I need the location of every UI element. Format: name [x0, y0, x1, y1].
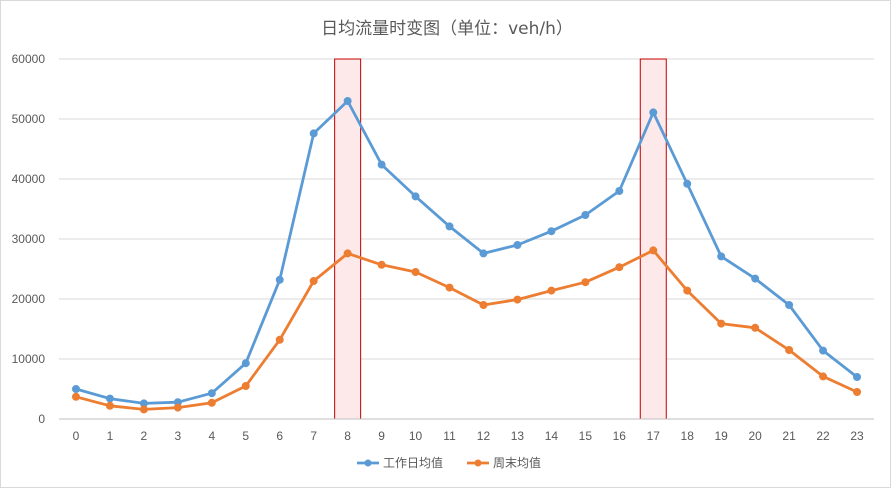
x-tick-label: 17: [647, 429, 661, 443]
x-tick-label: 1: [107, 429, 114, 443]
data-point: [615, 263, 624, 272]
x-tick-label: 8: [344, 429, 351, 443]
highlight-boxes: [334, 58, 667, 420]
data-point: [207, 389, 216, 398]
x-tick-label: 7: [310, 429, 317, 443]
data-point: [377, 260, 386, 269]
data-point: [649, 108, 658, 117]
chart-title: 日均流量时变图（单位：veh/h）: [321, 19, 573, 39]
y-tick-label: 40000: [12, 172, 46, 186]
data-point: [581, 211, 590, 219]
highlight-box-17: [639, 58, 667, 420]
data-point: [241, 359, 250, 368]
legend-label-2: 周末均值: [493, 455, 541, 470]
data-point: [717, 252, 726, 261]
x-tick-label: 22: [816, 429, 830, 443]
legend-label-1: 工作日均值: [383, 455, 443, 470]
x-tick-label: 18: [681, 429, 695, 443]
x-tick-label: 13: [511, 429, 525, 443]
data-point: [411, 268, 420, 276]
data-point: [207, 398, 216, 407]
data-point: [615, 187, 624, 195]
data-point: [479, 301, 488, 309]
x-tick-label: 16: [613, 429, 627, 443]
highlight-box-8: [334, 58, 362, 420]
series-line-2: [75, 248, 858, 411]
data-point: [785, 301, 794, 309]
data-point: [173, 403, 182, 412]
data-point: [105, 394, 114, 403]
data-point: [71, 392, 80, 401]
data-point: [751, 323, 760, 332]
data-point: [71, 385, 80, 393]
data-point: [547, 227, 556, 236]
data-point: [445, 222, 454, 231]
data-point: [479, 249, 488, 258]
data-point: [547, 286, 556, 295]
x-tick-label: 5: [242, 429, 249, 443]
x-tick-label: 3: [175, 429, 182, 443]
series-line-1: [75, 99, 858, 405]
x-tick-label: 20: [748, 429, 762, 443]
data-point: [683, 286, 692, 295]
data-point: [139, 405, 148, 414]
data-point: [105, 401, 114, 410]
data-point: [819, 372, 828, 381]
series: [71, 97, 862, 414]
data-point: [853, 373, 862, 381]
x-tick-label: 15: [579, 429, 593, 443]
data-point: [309, 129, 318, 138]
data-point: [683, 179, 692, 188]
data-point: [275, 335, 284, 344]
data-point: [751, 274, 760, 283]
y-tick-label: 20000: [12, 292, 46, 306]
x-tick-label: 10: [409, 429, 423, 443]
x-tick-label: 0: [73, 429, 80, 443]
x-tick-label: 6: [276, 429, 283, 443]
y-tick-label: 30000: [12, 232, 46, 246]
y-tick-label: 10000: [12, 352, 46, 366]
data-point: [785, 346, 794, 354]
data-point: [275, 275, 284, 284]
data-point: [513, 241, 522, 249]
data-point: [819, 346, 828, 355]
data-point: [309, 277, 318, 285]
data-point: [581, 278, 590, 287]
data-point: [343, 249, 352, 258]
x-tick-label: 14: [545, 429, 559, 443]
x-tick-label: 2: [141, 429, 148, 443]
data-point: [513, 295, 522, 304]
y-tick-label: 50000: [12, 112, 46, 126]
data-point: [411, 192, 420, 201]
x-tick-label: 19: [715, 429, 729, 443]
data-point: [377, 160, 386, 169]
legend-marker-1: [364, 459, 372, 467]
data-point: [717, 319, 726, 328]
y-tick-label: 0: [38, 412, 45, 426]
gridlines: [59, 58, 874, 360]
x-tick-label: 11: [443, 429, 456, 443]
data-point: [241, 382, 250, 390]
y-tick-label: 60000: [12, 52, 46, 66]
data-point: [445, 283, 454, 292]
data-point: [649, 246, 658, 255]
x-tick-label: 9: [378, 429, 385, 443]
legend: 工作日均值 周末均值: [357, 455, 541, 470]
x-tick-label: 21: [782, 429, 796, 443]
data-point: [343, 97, 352, 105]
x-tick-label: 4: [208, 429, 215, 443]
data-point: [853, 388, 862, 396]
x-tick-label: 12: [477, 429, 491, 443]
x-tick-label: 23: [850, 429, 864, 443]
legend-marker-2: [474, 459, 482, 467]
